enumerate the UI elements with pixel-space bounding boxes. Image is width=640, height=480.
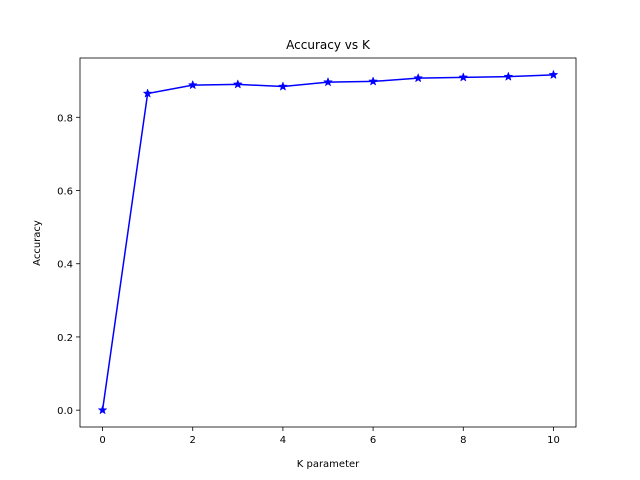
data-point-marker: [368, 76, 379, 86]
data-point-marker: [232, 79, 243, 89]
y-tick-label: 0.8: [57, 113, 73, 124]
y-tick-label: 0.4: [57, 260, 73, 271]
y-axis-ticks: 0.0 0.2 0.4 0.6 0.8: [57, 113, 80, 417]
x-tick-label: 10: [547, 435, 560, 446]
data-point-marker: [187, 79, 198, 90]
axes-frame: [79, 57, 577, 428]
x-tick-label: 2: [190, 435, 196, 446]
x-tick-label: 0: [99, 435, 105, 446]
series-markers: [97, 69, 559, 415]
x-tick-label: 8: [460, 435, 466, 446]
data-point-marker: [277, 81, 288, 91]
data-point-marker: [458, 72, 469, 82]
x-axis-ticks: 0 2 4 6 8 10: [99, 427, 560, 446]
data-point-marker: [97, 404, 108, 415]
y-tick-label: 0.6: [57, 187, 73, 198]
data-point-marker: [548, 69, 559, 80]
data-point-marker: [503, 71, 514, 81]
x-tick-label: 6: [370, 435, 376, 446]
data-point-marker: [323, 76, 333, 87]
data-point-marker: [413, 72, 424, 83]
y-axis-label: Accuracy: [32, 220, 43, 266]
data-point-marker: [142, 88, 153, 98]
x-tick-label: 4: [280, 435, 286, 446]
y-tick-label: 0.2: [57, 333, 73, 344]
y-tick-label: 0.0: [57, 406, 73, 417]
chart-title: Accuracy vs K: [286, 38, 371, 52]
x-axis-label: K parameter: [297, 459, 360, 470]
